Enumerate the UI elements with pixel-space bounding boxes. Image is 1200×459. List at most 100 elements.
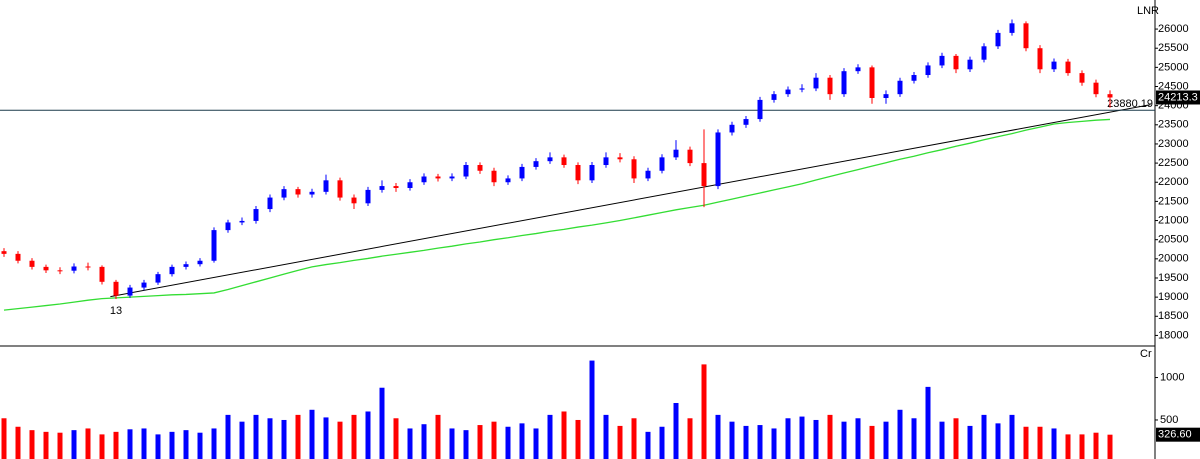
candle-body	[715, 132, 721, 187]
volume-bar	[351, 414, 357, 459]
candle-body	[883, 94, 889, 98]
candle-body	[645, 170, 651, 179]
candle-body	[785, 89, 791, 95]
candle-body	[799, 88, 805, 90]
y-tick-label: 26000	[1158, 23, 1189, 35]
horizontal-line-label: 23880.19	[1107, 98, 1153, 110]
y-tick-label: 18000	[1158, 329, 1189, 341]
y-tick-label: 19500	[1158, 272, 1189, 284]
y-tick-label: 23000	[1158, 138, 1189, 150]
candle-body	[547, 157, 553, 162]
volume-bar	[995, 423, 1001, 459]
volume-bar	[953, 418, 959, 459]
candle-body	[981, 46, 987, 60]
candle-body	[813, 77, 819, 89]
candle-body	[995, 32, 1001, 47]
candle-body	[141, 282, 147, 288]
volume-bar	[519, 423, 525, 459]
candle-body	[1009, 23, 1015, 33]
volume-bar	[575, 419, 581, 459]
candle-body	[71, 266, 77, 271]
volume-bar	[337, 421, 343, 459]
volume-bar	[197, 432, 203, 459]
trendline	[110, 104, 1151, 298]
candle-body	[519, 166, 525, 179]
candle-body	[435, 176, 441, 179]
candle-body	[29, 260, 35, 267]
volume-bar	[309, 409, 315, 459]
candle-body	[911, 75, 917, 81]
candle-body	[561, 157, 567, 166]
y-tick-label: 25000	[1158, 61, 1189, 73]
volume-bar	[967, 425, 973, 459]
volume-bar	[911, 418, 917, 459]
y-tick-label: 18500	[1158, 310, 1189, 322]
volume-bar	[1023, 426, 1029, 459]
volume-unit: Cr	[1140, 348, 1152, 360]
candle-body	[1065, 61, 1071, 74]
volume-bar	[85, 428, 91, 459]
candle-body	[491, 170, 497, 183]
candle-body	[687, 149, 693, 164]
candle-body	[127, 287, 133, 296]
candle-body	[855, 67, 861, 72]
candle-body	[1079, 73, 1085, 83]
y-tick-label: 22000	[1158, 176, 1189, 188]
y-tick-label: 24500	[1158, 80, 1189, 92]
volume-bar	[687, 418, 693, 459]
volume-bar	[239, 421, 245, 459]
volume-bar	[505, 426, 511, 459]
volume-bar	[617, 425, 623, 459]
candle-body	[197, 260, 203, 265]
chart-title: LNR	[1137, 5, 1159, 17]
volume-bar	[813, 419, 819, 459]
volume-bar	[421, 424, 427, 459]
candle-body	[407, 182, 413, 188]
y-tick-label: 20500	[1158, 234, 1189, 246]
volume-bar	[771, 428, 777, 459]
volume-bar	[99, 434, 105, 459]
volume-bar	[15, 426, 21, 459]
candle-body	[379, 186, 385, 190]
candle-body	[841, 71, 847, 95]
candle-body	[701, 163, 707, 187]
volume-bar	[365, 411, 371, 459]
candle-body	[897, 80, 903, 95]
candle-body	[617, 157, 623, 160]
volume-bar	[267, 418, 273, 459]
x-label: 13	[110, 305, 122, 317]
candle-body	[869, 67, 875, 98]
volume-bar	[71, 430, 77, 459]
candle-body	[267, 197, 273, 210]
volume-bar	[855, 418, 861, 459]
y-tick-label: 20000	[1158, 253, 1189, 265]
y-tick-label: 19000	[1158, 291, 1189, 303]
volume-bar	[1, 418, 7, 459]
price-label-box	[1156, 90, 1200, 105]
volume-bar	[1093, 432, 1099, 459]
y-tick-label: 23500	[1158, 119, 1189, 131]
volume-bar	[127, 429, 133, 459]
volume-bar	[155, 434, 161, 459]
volume-bar	[743, 425, 749, 459]
volume-bar	[169, 431, 175, 459]
candle-body	[575, 165, 581, 181]
candle-body	[603, 157, 609, 166]
candle-body	[253, 209, 259, 221]
volume-bar	[547, 414, 553, 459]
y-tick-label: 22500	[1158, 157, 1189, 169]
volume-bar	[897, 409, 903, 459]
candle-body	[211, 230, 217, 261]
candle-body	[953, 55, 959, 70]
candle-body	[183, 264, 189, 267]
volume-bar	[379, 387, 385, 459]
volume-bar	[939, 421, 945, 459]
candle-body	[659, 157, 665, 171]
candle-body	[477, 165, 483, 171]
volume-bar	[659, 426, 665, 459]
volume-bar	[435, 414, 441, 459]
volume-bar	[561, 411, 567, 459]
candle-body	[533, 161, 539, 167]
